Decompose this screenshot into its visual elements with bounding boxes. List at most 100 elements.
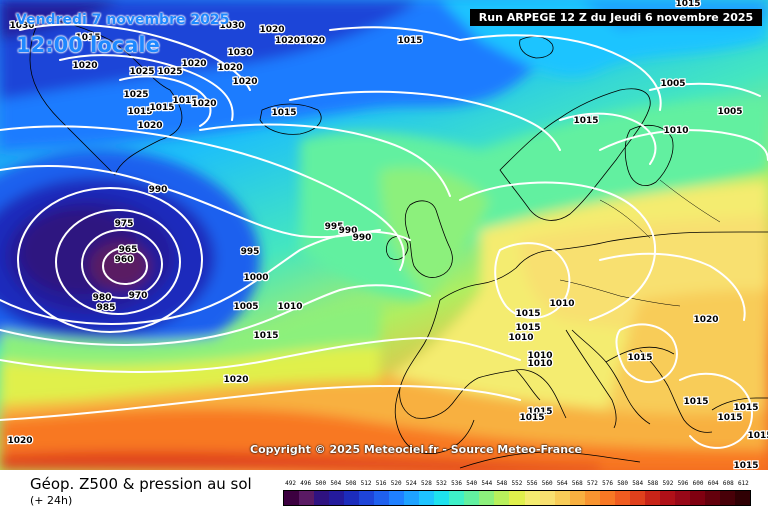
legend-label: 576 xyxy=(602,480,613,487)
scandinavia-coast xyxy=(499,88,651,221)
legend-label: 500 xyxy=(315,480,327,487)
forecast-lead: (+ 24h) xyxy=(30,494,73,507)
isobar-label: 1010 xyxy=(527,351,552,361)
legend-swatch xyxy=(584,491,600,505)
isobar-label: 995 xyxy=(241,247,260,257)
europe-coast xyxy=(399,231,768,425)
isobar-label: 1005 xyxy=(717,107,742,117)
legend-label: 604 xyxy=(707,480,719,487)
finland-coast xyxy=(624,124,674,186)
legend-swatch xyxy=(674,491,690,505)
legend-swatch xyxy=(719,491,735,505)
legend-label: 552 xyxy=(511,480,523,487)
isobar-label: 1020 xyxy=(217,63,242,73)
isobar-label: 985 xyxy=(97,303,116,313)
legend-swatch xyxy=(689,491,705,505)
isobar-label: 1020 xyxy=(191,99,216,109)
legend-label: 504 xyxy=(330,480,342,487)
legend-label: 544 xyxy=(481,480,493,487)
isobar-label: 1020 xyxy=(72,61,97,71)
isobar-label: 1015 xyxy=(573,116,598,126)
isobar-label: 1025 xyxy=(129,67,154,77)
legend-swatch xyxy=(449,491,465,505)
legend-label: 528 xyxy=(420,480,432,487)
isobar-label: 10201020 xyxy=(275,36,325,46)
legend-swatch xyxy=(464,491,480,505)
isobar-label: 1010 xyxy=(277,302,302,312)
legend-swatch xyxy=(494,491,510,505)
isobar-label: 1005 xyxy=(233,302,258,312)
iceland-coast xyxy=(259,103,322,135)
legend-label: 524 xyxy=(405,480,417,487)
legend-label: 520 xyxy=(390,480,402,487)
legend-swatch xyxy=(359,491,375,505)
isobar-label: 1015 xyxy=(127,107,152,117)
legend-swatch xyxy=(629,491,645,505)
color-legend: 492 496 500 504 508 512 516 520 524 528 532 536 540 5… xyxy=(283,478,751,506)
legend-swatch xyxy=(419,491,435,505)
isobar-label: 1000 xyxy=(243,273,268,283)
legend-label: 580 xyxy=(617,480,629,487)
isobar-label: 1025 xyxy=(157,67,182,77)
isobar-label: 990 xyxy=(149,185,168,195)
isobar-label: 1015 xyxy=(515,323,540,333)
isobar-label: 1030 xyxy=(9,21,34,31)
isobar-label: 1030 xyxy=(227,48,252,58)
legend-swatch xyxy=(479,491,495,505)
turkey-coast xyxy=(711,397,768,411)
isobar-label: 1015 xyxy=(253,331,278,341)
legend-swatch xyxy=(404,491,420,505)
isobar-label: 1015 xyxy=(75,33,100,43)
isobar-label: 960 xyxy=(115,255,134,265)
iberia-coast xyxy=(394,387,475,454)
isobar-label: 1015 xyxy=(733,403,758,413)
legend-swatch xyxy=(569,491,585,505)
baltic-borders xyxy=(559,179,721,307)
isobar-label: 1015 xyxy=(733,461,758,470)
legend-swatch xyxy=(614,491,630,505)
isobar-label: 1020 xyxy=(137,121,162,131)
legend-swatch xyxy=(329,491,345,505)
isobar-label: 1010 xyxy=(508,333,533,343)
isobar-label: 1025 xyxy=(123,90,148,100)
isobar-label: 1010 xyxy=(527,359,552,369)
legend-label: 556 xyxy=(526,480,538,487)
map-footer: Géop. Z500 & pression au sol (+ 24h) 492… xyxy=(0,470,768,512)
isobar-label: 1015 xyxy=(271,108,296,118)
legend-label: 492 xyxy=(285,480,296,487)
isobar-label: 990 xyxy=(339,226,358,236)
legend-label: 572 xyxy=(587,480,598,487)
legend-label: 608 xyxy=(722,480,734,487)
legend-label: 548 xyxy=(496,480,508,487)
map-title: Géop. Z500 & pression au sol xyxy=(30,475,252,493)
legend-label: 516 xyxy=(375,480,387,487)
isobar-label: 1020 xyxy=(259,25,284,35)
isobar-label: 1020 xyxy=(693,315,718,325)
legend-label: 496 xyxy=(300,480,312,487)
legend-label: 564 xyxy=(556,480,568,487)
legend-swatch xyxy=(524,491,540,505)
isobar-label: 1005 xyxy=(660,79,685,89)
legend-label: 540 xyxy=(466,480,478,487)
valid-time: 12:00 locale xyxy=(16,33,160,57)
isobar-label: 995 xyxy=(325,222,344,232)
legend-swatch xyxy=(389,491,405,505)
isobar-label: 975 xyxy=(115,219,134,229)
isobar-label: 1010 xyxy=(663,126,688,136)
isobar-label: 1020 xyxy=(232,77,257,87)
legend-label: 592 xyxy=(662,480,674,487)
africa-coast xyxy=(459,451,641,469)
run-info: Run ARPEGE 12 Z du Jeudi 6 novembre 2025 xyxy=(470,9,762,26)
legend-swatch xyxy=(704,491,720,505)
legend-swatch xyxy=(509,491,525,505)
isobar-label: 990 xyxy=(353,233,372,243)
isobar-label: 1015 xyxy=(675,0,700,9)
coastlines xyxy=(29,19,768,469)
legend-label: 512 xyxy=(360,480,372,487)
isobar-label: 1015 xyxy=(149,103,174,113)
isobar-label: 1015 xyxy=(397,36,422,46)
legend-labels: 492 496 500 504 508 512 516 520 524 528 532 536 540 5… xyxy=(283,478,751,490)
